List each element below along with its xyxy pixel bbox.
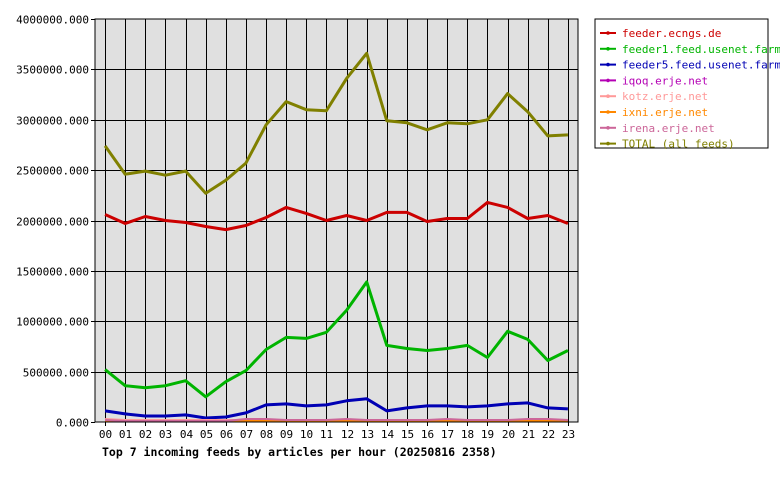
y-tick-label: 3000000.000 bbox=[16, 115, 89, 128]
legend-marker-5 bbox=[606, 110, 610, 114]
x-tick-label: 02 bbox=[139, 428, 152, 441]
legend-label-6: irena.erje.net bbox=[622, 122, 715, 135]
x-tick-label: 20 bbox=[502, 428, 515, 441]
y-tick-label: 4000000.000 bbox=[16, 14, 89, 27]
x-tick-label: 05 bbox=[200, 428, 213, 441]
x-tick-label: 19 bbox=[481, 428, 494, 441]
legend-label-3: iqoq.erje.net bbox=[622, 74, 708, 87]
x-tick-label: 10 bbox=[300, 428, 313, 441]
x-tick-label: 07 bbox=[240, 428, 253, 441]
legend: feeder.ecngs.de feeder1.feed.usenet.farm f… bbox=[594, 18, 780, 151]
x-tick-label: 21 bbox=[522, 428, 535, 441]
y-axis-ticks: 0.000 500000.000 1000000.000 1500000.000 200… bbox=[16, 14, 95, 430]
legend-label-4: kotz.erje.net bbox=[622, 90, 708, 103]
legend-marker-7 bbox=[606, 141, 610, 146]
y-tick-label: 0.000 bbox=[56, 417, 89, 430]
y-tick-label: 500000.000 bbox=[23, 367, 89, 380]
legend-marker-3 bbox=[606, 78, 610, 83]
x-tick-label: 09 bbox=[280, 428, 293, 441]
x-tick-label: 15 bbox=[401, 428, 414, 441]
y-tick-label: 1000000.000 bbox=[16, 316, 89, 329]
legend-marker-6 bbox=[606, 126, 610, 130]
legend-label-7: TOTAL (all feeds) bbox=[622, 138, 735, 151]
x-tick-label: 17 bbox=[441, 428, 454, 441]
chart-title: Top 7 incoming feeds by articles per hou… bbox=[102, 445, 497, 459]
legend-label-1: feeder1.feed.usenet.farm bbox=[622, 43, 780, 56]
y-tick-label: 2500000.000 bbox=[16, 165, 89, 178]
x-tick-label: 16 bbox=[421, 428, 434, 441]
legend-marker-0 bbox=[606, 31, 610, 35]
legend-box bbox=[594, 18, 769, 149]
y-tick-label: 3500000.000 bbox=[16, 64, 89, 77]
x-tick-label: 14 bbox=[381, 428, 395, 441]
plot-border bbox=[94, 18, 579, 423]
legend-marker-4 bbox=[606, 94, 610, 98]
x-tick-label: 23 bbox=[562, 428, 575, 441]
x-tick-label: 22 bbox=[542, 428, 555, 441]
legend-label-2: feeder5.feed.usenet.farm bbox=[622, 59, 780, 72]
x-tick-label: 13 bbox=[361, 428, 374, 441]
series-line-1 bbox=[104, 280, 569, 399]
x-tick-label: 03 bbox=[159, 428, 172, 441]
x-tick-label: 08 bbox=[260, 428, 273, 441]
y-tick-label: 2000000.000 bbox=[16, 216, 89, 229]
x-axis-ticks: 00 01 02 03 04 05 06 07 08 09 10 11 12 13 14 15 16 17 18 19… bbox=[99, 422, 575, 441]
legend-label-5: ixni.erje.net bbox=[622, 106, 708, 119]
x-tick-label: 01 bbox=[119, 428, 132, 441]
legend-marker-2 bbox=[606, 62, 610, 67]
x-tick-label: 04 bbox=[180, 428, 194, 441]
legend-marker-1 bbox=[606, 47, 610, 51]
series-lines bbox=[103, 51, 569, 422]
x-tick-label: 00 bbox=[99, 428, 112, 441]
x-tick-label: 11 bbox=[320, 428, 333, 441]
series-line-7 bbox=[103, 51, 568, 195]
series-line-6 bbox=[105, 418, 568, 422]
x-tick-label: 06 bbox=[220, 428, 233, 441]
x-tick-label: 18 bbox=[461, 428, 474, 441]
legend-label-0: feeder.ecngs.de bbox=[622, 27, 721, 40]
x-tick-label: 12 bbox=[341, 428, 354, 441]
y-tick-label: 1500000.000 bbox=[16, 266, 89, 279]
series-line-0 bbox=[104, 200, 569, 232]
series-line-2 bbox=[104, 397, 568, 420]
